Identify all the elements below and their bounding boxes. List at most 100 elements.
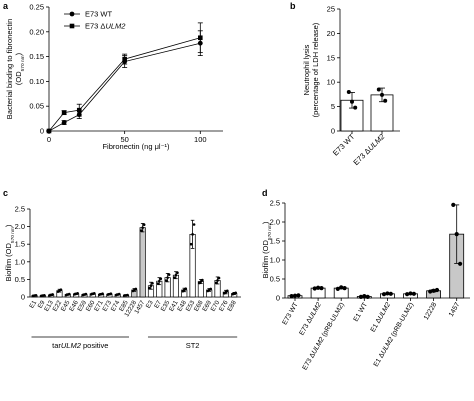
bar-group: E13 (43, 293, 55, 313)
replicate-point (34, 294, 38, 297)
panel-letter: b (290, 1, 296, 11)
replicate-point (383, 98, 388, 103)
x-tick-label: E76 (218, 299, 230, 313)
replicate-point (109, 292, 113, 295)
replicate-point (84, 292, 88, 296)
bar-group: E60 (85, 292, 97, 313)
replicate-point (411, 291, 416, 296)
y-axis-label-subscript: 570 nm (10, 227, 16, 243)
panel-letter: a (3, 1, 9, 11)
bar-group: E22 (52, 288, 64, 313)
x-tick-label-text: E1 WT (353, 302, 369, 323)
bar-group: E48 (176, 287, 188, 313)
x-tick-label: E35 (160, 299, 172, 313)
y-tick-label: 10 (327, 78, 335, 87)
y-axis-label-text: (OD (14, 71, 23, 85)
replicate-point (201, 278, 204, 282)
replicate-point (92, 292, 96, 295)
replicate-point (159, 277, 163, 280)
replicate-point (43, 294, 46, 297)
replicate-point (381, 292, 387, 297)
replicate-point (173, 276, 176, 279)
legend-label: E73 ΔULM2 (85, 22, 126, 31)
legend: E73 WT E73 ΔULM2 (64, 10, 126, 31)
legend-label-italic: ULM2 (105, 22, 126, 31)
replicate-point (192, 223, 196, 226)
y-tick-label: 0.5 (15, 275, 25, 284)
x-tick-label-text: E73 WT (281, 302, 299, 327)
x-tick-label-text: E73 WT (331, 132, 357, 158)
bar-group: E70 (210, 276, 222, 313)
bar-group: E73 (101, 292, 113, 313)
y-tick-label: 1.5 (15, 240, 25, 249)
y-tick-label: 0 (21, 293, 25, 302)
y-axis-label: Biofilm (OD570 nm) (4, 224, 16, 281)
replicate-point (184, 287, 188, 291)
x-tick-label: E69 (201, 299, 213, 313)
x-tick-label: E73 WT (331, 132, 357, 158)
replicate-point (141, 226, 144, 229)
y-tick-label: 0 (331, 127, 335, 136)
group-label-italic: ULM2 (61, 341, 82, 350)
y-axis: 0 0.5 1.0 1.5 2.0 2.5 (15, 205, 31, 302)
replicate-point (59, 288, 63, 291)
replicate-point (408, 291, 413, 296)
y-tick-label: 0.15 (29, 52, 44, 61)
panel-letter: c (3, 188, 8, 198)
y-tick-label: 1.5 (270, 237, 280, 246)
replicate-point (166, 276, 169, 279)
replicate-point (214, 281, 218, 285)
y-tick-label: 5 (331, 102, 335, 111)
y-axis-label-text: ) (4, 224, 13, 227)
group-label: ST2 (186, 341, 200, 350)
replicate-point (217, 276, 221, 280)
x-axis-label: Fibronectin (ng μl⁻¹) (102, 142, 170, 151)
replicate-point (454, 232, 459, 237)
y-axis-label: Neutrophil lysis (302, 44, 311, 95)
bar-group: E73 ΔULM2 (298, 285, 326, 337)
bar-group: E71 (93, 292, 105, 313)
x-tick-label: E48 (176, 299, 188, 313)
x-tick-label: E73 (101, 299, 113, 313)
bar-group: 12228 (423, 287, 442, 321)
replicate-point (209, 287, 213, 291)
x-tick-label-italic: ULM2 (366, 131, 387, 152)
x-tick-label-text: 1457 (448, 301, 462, 318)
bar-group: E9 (37, 294, 47, 310)
chart-a: 0 0.05 0.10 0.15 0.20 0.25 0 50 100 Fibronectin (… (5, 3, 223, 151)
x-tick-label: 1457 (448, 301, 462, 318)
bar-group: E35 (160, 273, 172, 313)
replicate-point (365, 294, 370, 299)
y-tick-label: 2.0 (270, 218, 280, 227)
y-tick-label: 0 (276, 294, 280, 303)
data-point (61, 110, 67, 115)
chart-d: 0 0.5 1.0 1.5 2.0 2.5 Biofilm (OD570 nm) E73 WT… (261, 199, 470, 371)
x-tick-label: E68 (193, 299, 205, 313)
replicate-point (176, 271, 179, 275)
y-tick-label: 1.0 (270, 256, 280, 265)
x-tick-label: 50 (120, 135, 128, 144)
x-tick-label: E60 (85, 299, 97, 313)
replicate-point (346, 89, 351, 94)
y-axis-label: Biofilm (OD570 nm) (261, 221, 273, 278)
y-axis: 0 0.5 1.0 1.5 2.0 2.5 (270, 199, 286, 303)
replicate-point (158, 279, 161, 283)
x-tick-label: E7 (153, 299, 163, 310)
replicate-point (101, 292, 104, 295)
bar-group: 1457 (448, 202, 465, 318)
bar-group: E46 (68, 292, 80, 313)
replicate-point (296, 293, 301, 298)
replicate-point (431, 288, 436, 293)
x-tick-label: E22 (52, 299, 64, 313)
replicate-point (189, 242, 193, 246)
data-point (61, 120, 67, 125)
replicate-point (362, 294, 367, 299)
replicate-point (428, 289, 433, 294)
bar-group: E68 (193, 278, 205, 313)
data-point (198, 35, 203, 41)
bar-group: E88 (226, 291, 238, 313)
bar-group: E45 (60, 292, 72, 313)
y-axis-label: (percentage of LDH release) (311, 22, 320, 117)
series-e73-wt (46, 30, 203, 134)
replicate-point (164, 279, 168, 282)
